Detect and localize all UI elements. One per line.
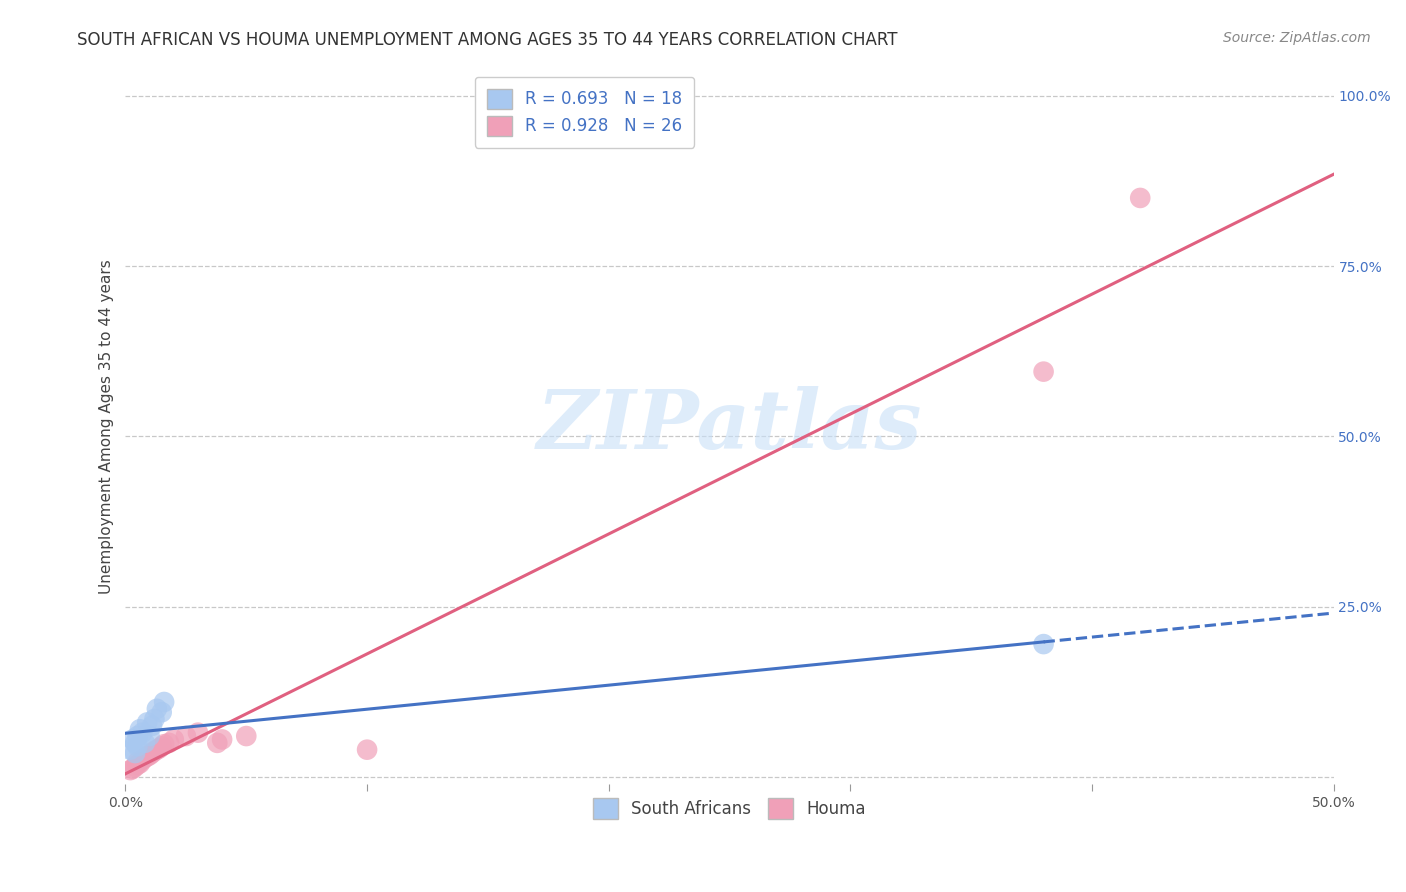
Point: [129, 756, 152, 771]
Text: Source: ZipAtlas.com: Source: ZipAtlas.com: [1223, 31, 1371, 45]
Point: [153, 737, 176, 751]
Text: ZIPatlas: ZIPatlas: [537, 386, 922, 467]
Text: SOUTH AFRICAN VS HOUMA UNEMPLOYMENT AMONG AGES 35 TO 44 YEARS CORRELATION CHART: SOUTH AFRICAN VS HOUMA UNEMPLOYMENT AMON…: [77, 31, 898, 49]
Point: [121, 732, 143, 747]
Point: [127, 757, 149, 772]
Point: [141, 746, 163, 760]
Point: [127, 755, 149, 769]
Point: [150, 705, 173, 719]
Point: [134, 751, 156, 765]
Point: [127, 729, 149, 743]
Y-axis label: Unemployment Among Ages 35 to 44 years: Unemployment Among Ages 35 to 44 years: [100, 259, 114, 593]
Point: [207, 736, 229, 750]
Point: [1129, 191, 1152, 205]
Point: [138, 748, 160, 763]
Point: [235, 729, 257, 743]
Point: [136, 715, 159, 730]
Point: [146, 742, 169, 756]
Point: [356, 742, 378, 756]
Point: [121, 762, 143, 776]
Legend: South Africans, Houma: South Africans, Houma: [586, 792, 873, 825]
Point: [141, 719, 163, 733]
Point: [131, 725, 153, 739]
Point: [131, 753, 153, 767]
Point: [1032, 365, 1054, 379]
Point: [134, 736, 156, 750]
Point: [138, 729, 160, 743]
Point: [163, 732, 186, 747]
Point: [143, 712, 166, 726]
Point: [1032, 637, 1054, 651]
Point: [153, 695, 176, 709]
Point: [124, 746, 146, 760]
Point: [148, 741, 170, 756]
Point: [187, 725, 209, 739]
Point: [157, 736, 180, 750]
Point: [174, 729, 197, 743]
Point: [120, 763, 142, 777]
Point: [129, 723, 152, 737]
Point: [124, 736, 146, 750]
Point: [211, 732, 233, 747]
Point: [150, 739, 173, 754]
Point: [120, 742, 142, 756]
Point: [127, 739, 149, 754]
Point: [143, 744, 166, 758]
Point: [136, 749, 159, 764]
Point: [146, 702, 169, 716]
Point: [124, 760, 146, 774]
